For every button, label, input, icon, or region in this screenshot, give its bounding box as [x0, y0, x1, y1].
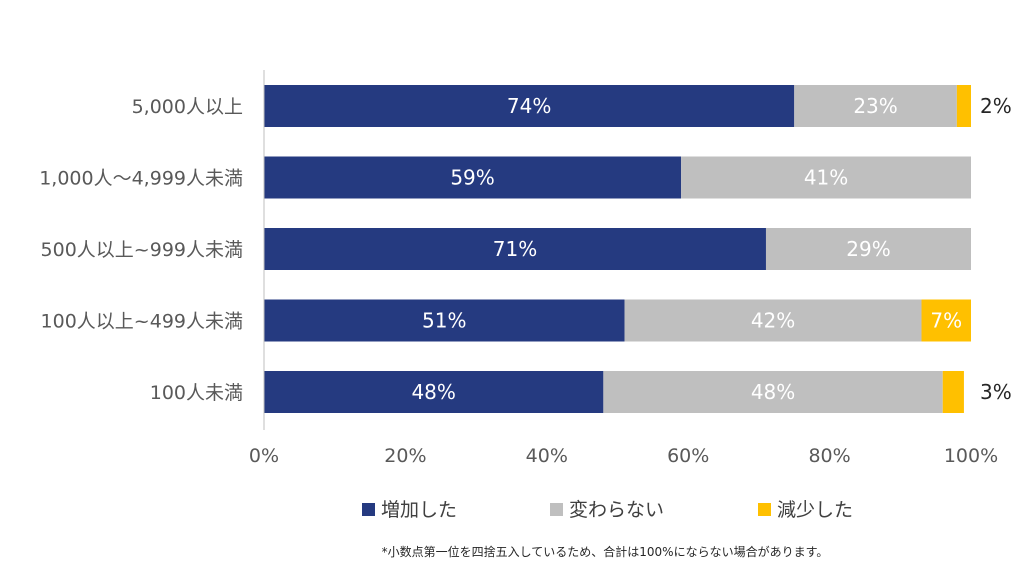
x-tick-label: 20%	[384, 445, 426, 467]
bar-segment	[264, 371, 604, 413]
x-tick-label: 100%	[944, 445, 998, 467]
bar-segment	[942, 371, 964, 413]
bar-segment	[264, 299, 625, 342]
data-label: 23%	[853, 94, 897, 118]
data-label: 42%	[751, 309, 795, 333]
category-labels-group: 5,000人以上 1,000人〜4,999人未満 500人以上~999人未満 100人…	[39, 96, 243, 404]
category-label: 100人以上~499人未満	[41, 311, 243, 333]
bar-segment	[624, 299, 922, 342]
category-label: 1,000人〜4,999人未満	[39, 168, 243, 190]
category-label: 5,000人以上	[132, 96, 243, 118]
legend-label: 減少した	[777, 499, 853, 521]
data-label: 48%	[751, 380, 795, 404]
bar-segment	[921, 299, 971, 342]
bars-group	[264, 85, 971, 413]
data-label: 41%	[804, 166, 848, 190]
data-label: 2%	[980, 94, 1012, 118]
legend-swatch	[550, 503, 563, 516]
bar-segment	[681, 156, 971, 199]
data-label: 71%	[493, 237, 537, 261]
legend-swatch	[362, 503, 375, 516]
legend-label: 変わらない	[569, 499, 664, 521]
bar-segment	[603, 371, 943, 413]
data-label: 51%	[422, 309, 466, 333]
x-tick-label: 60%	[667, 445, 709, 467]
x-tick-labels-group: 0% 20% 40% 60% 80% 100%	[249, 445, 998, 467]
bar-segment	[794, 85, 957, 127]
legend: 増加した 変わらない 減少した	[362, 499, 853, 521]
footnote: *小数点第一位を四捨五入しているため、合計は100%にならない場合があります。	[382, 544, 829, 559]
bar-segment	[765, 228, 971, 270]
bar-segment	[264, 156, 682, 199]
category-label: 500人以上~999人未満	[41, 239, 243, 261]
data-label: 29%	[846, 237, 890, 261]
x-tick-label: 40%	[526, 445, 568, 467]
data-label: 3%	[980, 380, 1012, 404]
data-label: 7%	[930, 309, 962, 333]
bar-labels-group: 74% 23% 2% 59% 41% 71% 29% 51% 42% 7% 48% 48% 3%	[411, 94, 1011, 404]
legend-swatch	[758, 503, 771, 516]
bar-segment	[956, 85, 971, 127]
x-tick-label: 80%	[808, 445, 850, 467]
category-label: 100人未満	[150, 382, 243, 404]
data-label: 48%	[411, 380, 455, 404]
data-label: 59%	[450, 166, 494, 190]
x-tick-label: 0%	[249, 445, 279, 467]
bar-segment	[264, 228, 766, 270]
legend-label: 増加した	[381, 499, 457, 521]
bar-segment	[264, 85, 795, 127]
data-label: 74%	[507, 94, 551, 118]
